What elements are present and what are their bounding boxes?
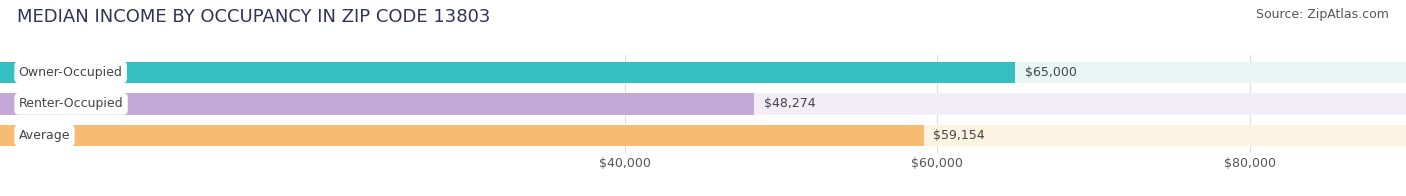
Bar <box>0 125 924 146</box>
Text: $65,000: $65,000 <box>1025 66 1077 79</box>
Bar <box>0 62 1406 83</box>
Text: Source: ZipAtlas.com: Source: ZipAtlas.com <box>1256 8 1389 21</box>
Bar <box>0 62 1015 83</box>
Text: $59,154: $59,154 <box>934 129 986 142</box>
Bar <box>0 93 1406 115</box>
Text: Average: Average <box>18 129 70 142</box>
Bar <box>0 125 1406 146</box>
Text: Renter-Occupied: Renter-Occupied <box>18 97 124 110</box>
Text: MEDIAN INCOME BY OCCUPANCY IN ZIP CODE 13803: MEDIAN INCOME BY OCCUPANCY IN ZIP CODE 1… <box>17 8 491 26</box>
Text: Owner-Occupied: Owner-Occupied <box>18 66 122 79</box>
Text: $48,274: $48,274 <box>763 97 815 110</box>
Bar <box>0 93 754 115</box>
